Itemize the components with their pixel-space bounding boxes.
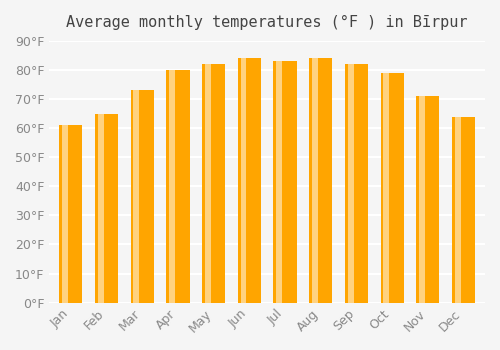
Bar xyxy=(238,58,261,303)
Bar xyxy=(130,90,154,303)
Bar xyxy=(95,114,118,303)
Bar xyxy=(452,117,475,303)
Bar xyxy=(348,64,354,303)
Bar xyxy=(384,73,390,303)
Bar xyxy=(416,96,440,303)
Bar xyxy=(455,117,460,303)
Bar xyxy=(312,58,318,303)
Bar xyxy=(240,58,246,303)
Bar xyxy=(205,64,210,303)
Title: Average monthly temperatures (°F ) in Bīrpur: Average monthly temperatures (°F ) in Bī… xyxy=(66,15,468,30)
Bar xyxy=(62,125,68,303)
Bar xyxy=(419,96,425,303)
Bar xyxy=(309,58,332,303)
Bar xyxy=(274,61,296,303)
Bar xyxy=(98,114,103,303)
Bar xyxy=(276,61,282,303)
Bar xyxy=(169,70,175,303)
Bar xyxy=(345,64,368,303)
Bar xyxy=(134,90,140,303)
Bar xyxy=(202,64,225,303)
Bar xyxy=(59,125,82,303)
Bar xyxy=(380,73,404,303)
Bar xyxy=(166,70,190,303)
